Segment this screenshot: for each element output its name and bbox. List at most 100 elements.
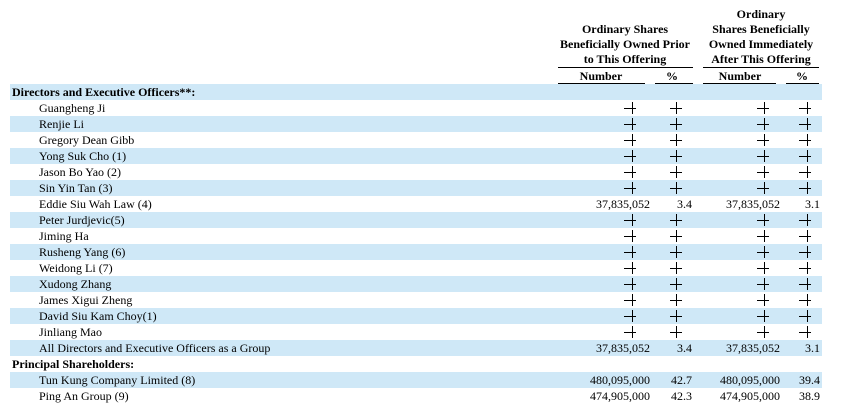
nil-dash bbox=[624, 252, 636, 253]
section-header-row: Directors and Executive Officers**: bbox=[10, 84, 822, 100]
nil-dash bbox=[799, 108, 811, 109]
table-row: Yong Suk Cho (1) bbox=[10, 148, 822, 164]
cell-rule bbox=[632, 150, 633, 162]
cell-rule bbox=[807, 262, 808, 274]
after-number-cell: 37,835,052 bbox=[726, 197, 780, 211]
cell-rule bbox=[676, 118, 677, 130]
table-row: James Xigui Zheng bbox=[10, 292, 822, 308]
holder-name: Ping An Group (9) bbox=[39, 389, 129, 403]
column-header-number-after: Number bbox=[718, 69, 762, 83]
header-group-after-line: Shares Beneficially bbox=[712, 22, 810, 36]
header-group-after-underline bbox=[703, 67, 819, 68]
cell-rule bbox=[807, 214, 808, 226]
holder-name: Renjie Li bbox=[39, 117, 84, 131]
nil-dash bbox=[757, 156, 769, 157]
header-group-after-line: Owned Immediately bbox=[708, 37, 814, 51]
cell-rule bbox=[676, 182, 677, 194]
header-group-after-offering: Ordinary Shares Beneficially Owned Immed… bbox=[700, 7, 822, 67]
column-header-underline bbox=[655, 83, 693, 84]
nil-dash bbox=[757, 108, 769, 109]
nil-dash bbox=[757, 220, 769, 221]
column-header-number-before: Number bbox=[579, 69, 623, 83]
table-row: David Siu Kam Choy(1) bbox=[10, 308, 822, 324]
cell-rule bbox=[764, 278, 765, 290]
nil-dash bbox=[757, 284, 769, 285]
cell-rule bbox=[764, 230, 765, 242]
column-header-underline bbox=[786, 83, 819, 84]
after-number-cell: 37,835,052 bbox=[726, 341, 780, 355]
cell-rule bbox=[676, 214, 677, 226]
nil-dash bbox=[799, 300, 811, 301]
header-group-before-line: Beneficially Owned Prior bbox=[560, 37, 690, 51]
cell-rule bbox=[807, 326, 808, 338]
column-header-underline bbox=[703, 83, 776, 84]
table-row: Sin Yin Tan (3) bbox=[10, 180, 822, 196]
cell-rule bbox=[764, 166, 765, 178]
nil-dash bbox=[624, 220, 636, 221]
cell-rule bbox=[676, 326, 677, 338]
nil-dash bbox=[624, 108, 636, 109]
holder-name: Rusheng Yang (6) bbox=[39, 245, 126, 259]
before-pct-cell: 3.4 bbox=[677, 197, 692, 211]
cell-rule bbox=[632, 134, 633, 146]
nil-dash bbox=[799, 220, 811, 221]
before-number-cell: 37,835,052 bbox=[596, 341, 650, 355]
after-pct-cell: 3.1 bbox=[805, 197, 820, 211]
holder-name: Tun Kung Company Limited (8) bbox=[39, 373, 196, 387]
cell-rule bbox=[764, 150, 765, 162]
nil-dash bbox=[624, 284, 636, 285]
cell-rule bbox=[764, 134, 765, 146]
nil-dash bbox=[624, 172, 636, 173]
before-number-cell: 474,905,000 bbox=[590, 389, 650, 403]
cell-rule bbox=[764, 246, 765, 258]
column-header-underline bbox=[558, 83, 645, 84]
table-row: Gregory Dean Gibb bbox=[10, 132, 822, 148]
nil-dash bbox=[757, 236, 769, 237]
cell-rule bbox=[676, 246, 677, 258]
table-row: Eddie Siu Wah Law (4) 37,835,052 3.4 37,835… bbox=[10, 196, 822, 212]
cell-rule bbox=[632, 166, 633, 178]
cell-rule bbox=[676, 166, 677, 178]
cell-rule bbox=[807, 182, 808, 194]
cell-rule bbox=[764, 182, 765, 194]
cell-rule bbox=[764, 262, 765, 274]
holder-name: Jason Bo Yao (2) bbox=[39, 165, 122, 179]
cell-rule bbox=[807, 166, 808, 178]
cell-rule bbox=[676, 262, 677, 274]
holder-name: Yong Suk Cho (1) bbox=[39, 149, 127, 163]
column-header-pct-after: % bbox=[796, 69, 808, 83]
header-group-before-line: Ordinary Shares bbox=[581, 22, 669, 36]
holder-name: Gregory Dean Gibb bbox=[39, 133, 135, 147]
cell-rule bbox=[807, 102, 808, 114]
table-row: Guangheng Ji bbox=[10, 100, 822, 116]
nil-dash bbox=[799, 156, 811, 157]
nil-dash bbox=[624, 188, 636, 189]
holder-name: Jinliang Mao bbox=[39, 325, 102, 339]
cell-rule bbox=[632, 214, 633, 226]
cell-rule bbox=[807, 246, 808, 258]
before-pct-cell: 42.7 bbox=[671, 373, 692, 387]
cell-rule bbox=[807, 294, 808, 306]
table-row: Rusheng Yang (6) bbox=[10, 244, 822, 260]
cell-rule bbox=[676, 294, 677, 306]
nil-dash bbox=[757, 252, 769, 253]
cell-rule bbox=[676, 278, 677, 290]
nil-dash bbox=[624, 300, 636, 301]
cell-rule bbox=[807, 134, 808, 146]
cell-rule bbox=[764, 102, 765, 114]
cell-rule bbox=[676, 310, 677, 322]
after-pct-cell: 38.9 bbox=[799, 389, 820, 403]
nil-dash bbox=[799, 268, 811, 269]
nil-dash bbox=[757, 140, 769, 141]
after-pct-cell: 3.1 bbox=[805, 341, 820, 355]
cell-rule bbox=[807, 230, 808, 242]
section-title: Principal Shareholders: bbox=[12, 357, 135, 371]
table-row: All Directors and Executive Officers as … bbox=[10, 340, 822, 356]
cell-rule bbox=[676, 102, 677, 114]
cell-rule bbox=[676, 230, 677, 242]
nil-dash bbox=[757, 172, 769, 173]
before-number-cell: 37,835,052 bbox=[596, 197, 650, 211]
cell-rule bbox=[807, 118, 808, 130]
header-group-before-underline bbox=[558, 67, 693, 68]
nil-dash bbox=[624, 316, 636, 317]
